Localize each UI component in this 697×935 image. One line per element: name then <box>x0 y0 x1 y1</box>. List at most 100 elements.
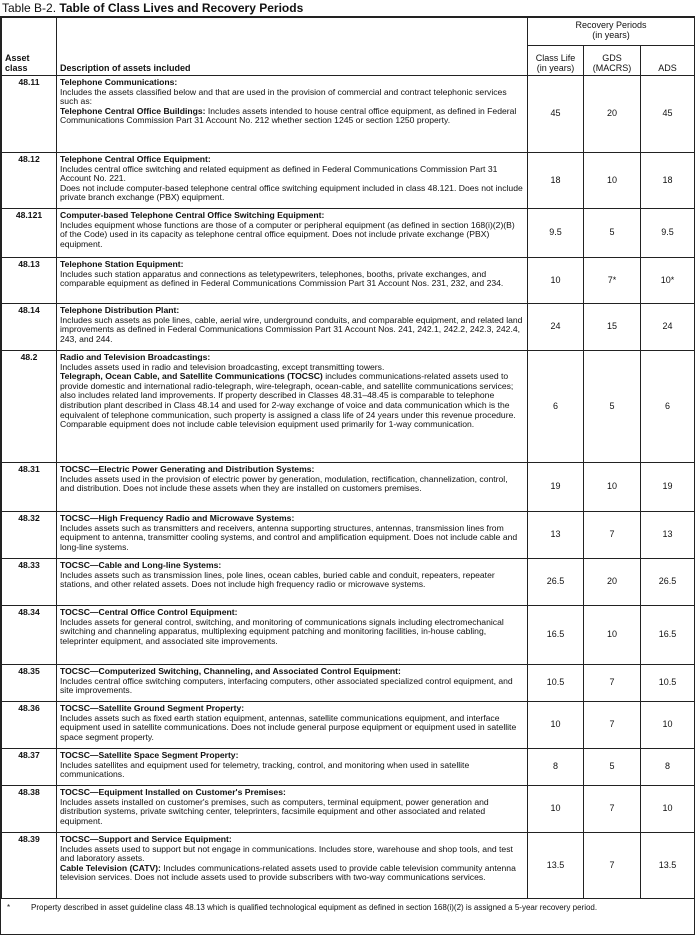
ads: 13 <box>639 511 696 559</box>
column-header: GDS (MACRS) <box>592 53 632 73</box>
description-part: Telegraph, Ocean Cable, and Satellite Co… <box>60 371 524 430</box>
table-row: 48.14 Telephone Distribution Plant: Includ… <box>1 303 696 351</box>
description-part: Computer-based Telephone Central Office … <box>60 210 524 249</box>
gds: 7 <box>583 701 641 749</box>
table-row: 48.34 TOCSC—Central Office Control Equipm… <box>1 605 696 665</box>
asset-class: 48.32 <box>1 511 57 559</box>
class-life: 10.5 <box>527 664 584 702</box>
description-heading: Telephone Station Equipment: <box>60 259 184 269</box>
description-part: Telephone Communications: Includes the as… <box>60 77 524 107</box>
asset-class: 48.37 <box>1 748 57 786</box>
column-header: ADS <box>658 63 677 73</box>
ads: 26.5 <box>639 558 696 606</box>
description-part: TOCSC—Satellite Space Segment Property: I… <box>60 750 524 780</box>
footnote: * Property described in asset guideline c… <box>1 899 694 934</box>
description-text: Includes assets used in the provision of… <box>60 473 508 494</box>
table-row: 48.2 Radio and Television Broadcastings: I… <box>1 350 696 463</box>
asset-class: 48.2 <box>1 350 57 463</box>
column-header: Class Life (in years) <box>535 53 576 73</box>
asset-class: 48.14 <box>1 303 57 351</box>
gds: 7* <box>583 257 641 304</box>
gds: 7 <box>583 664 641 702</box>
description-part: Does not include computer-based telephon… <box>60 183 524 203</box>
description: Telephone Station Equipment: Includes suc… <box>56 257 528 304</box>
gds: 5 <box>583 208 641 258</box>
description-part: Telephone Central Office Buildings: Incl… <box>60 105 524 126</box>
asset-class: 48.11 <box>1 75 57 153</box>
class-life: 26.5 <box>527 558 584 606</box>
gds: 5 <box>583 350 641 463</box>
class-life: 13.5 <box>527 832 584 899</box>
ads: 16.5 <box>639 605 696 665</box>
description-text: Includes assets intended to house centra… <box>60 105 517 126</box>
description-text: Includes central office switching comput… <box>60 675 513 696</box>
description-part: TOCSC—Computerized Switching, Channeling… <box>60 666 524 696</box>
description-heading: Telegraph, Ocean Cable, and Satellite Co… <box>60 371 323 382</box>
description-part: Radio and Television Broadcastings: Inclu… <box>60 352 524 372</box>
table-heading: Table of Class Lives and Recovery Period… <box>59 1 304 15</box>
header-cell: Asset class <box>1 17 57 76</box>
description-text: Includes such assets as pole lines, cabl… <box>60 314 523 344</box>
ads: 6 <box>639 350 696 463</box>
description: Telephone Central Office Equipment: Inclu… <box>56 152 528 209</box>
ads: 10* <box>639 257 696 304</box>
gds: 20 <box>583 75 641 153</box>
description-text: Includes assets installed on customer's … <box>60 796 489 826</box>
gds: 10 <box>583 152 641 209</box>
description-heading: Telephone Central Office Buildings: <box>60 105 206 116</box>
gds: 7 <box>583 511 641 559</box>
description-text: Includes assets such as transmitters and… <box>60 522 518 552</box>
gds: 15 <box>583 303 641 351</box>
ads: 9.5 <box>639 208 696 258</box>
description: Computer-based Telephone Central Office … <box>56 208 528 258</box>
ads: 19 <box>639 462 696 512</box>
description-text: includes communications-related assets u… <box>60 371 516 430</box>
description-part: TOCSC—Cable and Long-line Systems: Includ… <box>60 560 524 590</box>
description-heading: TOCSC—Central Office Control Equipment: <box>60 607 238 617</box>
description: TOCSC—Computerized Switching, Channeling… <box>56 664 528 702</box>
description: TOCSC—Equipment Installed on Customer's … <box>56 785 528 833</box>
description-text: Includes assets for general control, swi… <box>60 616 504 646</box>
header-cell: Description of assets included <box>56 17 528 76</box>
description-part: TOCSC—Support and Service Equipment: Incl… <box>60 834 524 864</box>
table-row: 48.13 Telephone Station Equipment: Include… <box>1 257 696 304</box>
table-row: 48.121 Computer-based Telephone Central O… <box>1 208 696 258</box>
description-heading: TOCSC—Equipment Installed on Customer's … <box>60 787 286 797</box>
header-cell: Class Life (in years) <box>527 45 584 76</box>
table-row: 48.33 TOCSC—Cable and Long-line Systems: I… <box>1 558 696 606</box>
ads: 18 <box>639 152 696 209</box>
asset-class: 48.13 <box>1 257 57 304</box>
description: Telephone Distribution Plant: Includes su… <box>56 303 528 351</box>
description-part: TOCSC—Central Office Control Equipment: I… <box>60 607 524 646</box>
ads: 24 <box>639 303 696 351</box>
description: Radio and Television Broadcastings: Inclu… <box>56 350 528 463</box>
class-life: 10 <box>527 257 584 304</box>
description-part: TOCSC—High Frequency Radio and Microwave… <box>60 513 524 552</box>
gds: 20 <box>583 558 641 606</box>
description-text: Includes assets used to support but not … <box>60 843 513 864</box>
class-life: 10 <box>527 701 584 749</box>
class-life: 6 <box>527 350 584 463</box>
description-heading: Cable Television (CATV): <box>60 862 161 873</box>
ads: 10 <box>639 785 696 833</box>
table-row: 48.31 TOCSC—Electric Power Generating and… <box>1 462 696 512</box>
description-heading: TOCSC—Satellite Space Segment Property: <box>60 750 239 760</box>
asset-class: 48.33 <box>1 558 57 606</box>
description-heading: Telephone Communications: <box>60 77 178 87</box>
description-heading: TOCSC—Electric Power Generating and Dist… <box>60 464 315 474</box>
header-cell: Recovery Periods (in years) <box>526 17 696 46</box>
class-life: 10 <box>527 785 584 833</box>
footnote-text: Property described in asset guideline cl… <box>31 903 598 912</box>
ads: 13.5 <box>639 832 696 899</box>
group-header: Recovery Periods <box>575 20 647 30</box>
gds: 7 <box>583 832 641 899</box>
description-text: Includes assets such as fixed earth stat… <box>60 712 517 742</box>
description: TOCSC—Satellite Space Segment Property: I… <box>56 748 528 786</box>
description: TOCSC—Satellite Ground Segment Property:… <box>56 701 528 749</box>
description: Telephone Communications: Includes the as… <box>56 75 528 153</box>
description-text: Includes communications-related assets u… <box>60 862 516 883</box>
asset-class: 48.39 <box>1 832 57 899</box>
table-title: Table B-2. Table of Class Lives and Reco… <box>0 0 697 16</box>
gds: 5 <box>583 748 641 786</box>
